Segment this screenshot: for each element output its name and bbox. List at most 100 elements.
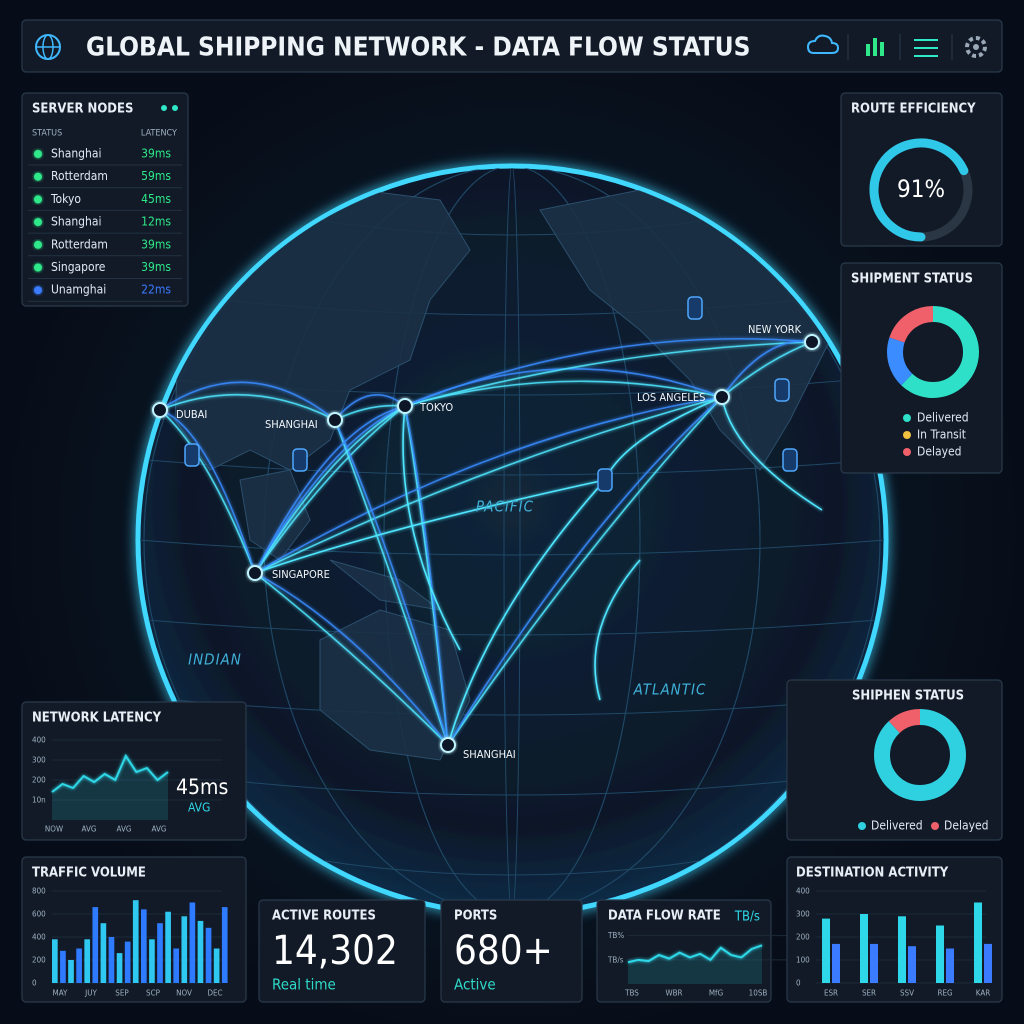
- column-header: STATUS: [32, 129, 62, 139]
- panels: SERVER NODES STATUS LATENCY Shanghai 39ms Rot…: [21, 92, 1003, 1003]
- chart-icon[interactable]: [866, 44, 870, 56]
- line-area: [628, 945, 762, 984]
- cloud-icon[interactable]: [806, 34, 840, 54]
- x-tick-label: SSV: [900, 989, 914, 998]
- panel-title: ACTIVE ROUTES: [272, 909, 376, 924]
- gear-icon[interactable]: [965, 36, 987, 58]
- bar: [832, 943, 840, 983]
- status-dot: [34, 218, 42, 227]
- y-tick-label: 400: [32, 933, 46, 942]
- legend-label: Delayed: [917, 445, 961, 459]
- parallel: [225, 779, 799, 796]
- node-latency: 39ms: [141, 237, 171, 251]
- city-label: SINGAPORE: [272, 568, 330, 581]
- server-node-icon: [292, 448, 308, 472]
- city-label: DUBAI: [176, 408, 207, 421]
- route-line: [254, 405, 406, 574]
- city-label: TOKYO: [419, 401, 453, 414]
- x-tick-label: NOV: [176, 989, 192, 998]
- route-line: [447, 479, 606, 746]
- node-name: Rotterdam: [51, 237, 108, 251]
- x-tick-label: MAY: [53, 989, 69, 998]
- city-label: SHANGHAI: [265, 418, 318, 431]
- route-line: [447, 396, 723, 746]
- x-tick-label: JUY: [84, 989, 97, 998]
- legend-label: Delivered: [871, 819, 923, 833]
- city-node: [804, 334, 820, 350]
- city-node: [714, 389, 730, 405]
- bar: [181, 916, 188, 983]
- route-line: [402, 405, 461, 651]
- node-latency: 39ms: [141, 260, 171, 274]
- status-dot: [34, 195, 42, 204]
- city-node: [152, 402, 168, 418]
- gauge-value: [869, 138, 969, 242]
- donut-segment: [874, 709, 966, 801]
- y-tick-label: 600: [32, 910, 46, 919]
- gauge-label: 91%: [897, 175, 945, 203]
- stat-caption: Active: [454, 976, 496, 994]
- route-line: [334, 419, 449, 746]
- bar: [132, 900, 139, 983]
- parallel: [146, 459, 878, 476]
- x-tick-label: 10SB: [749, 989, 768, 998]
- gear-icon-center[interactable]: [973, 44, 979, 50]
- legend-label: Delivered: [917, 411, 969, 425]
- donut-segment: [887, 306, 979, 398]
- node-latency: 45ms: [141, 192, 171, 206]
- node-latency: 39ms: [141, 147, 171, 161]
- node-latency: 22ms: [141, 283, 171, 297]
- globe: DUBAI SHANGHAI TOKYO LOS ANGELES NEW YORK SIN…: [135, 163, 889, 917]
- route-line: [404, 380, 723, 407]
- bar: [189, 902, 196, 983]
- node-name: Singapore: [51, 260, 106, 274]
- y-tick-label: 200: [796, 933, 810, 942]
- city-label: NEW YORK: [748, 323, 802, 336]
- chart-icon[interactable]: [880, 42, 884, 56]
- node-name: Shanghai: [51, 147, 101, 161]
- continent: [239, 469, 311, 561]
- bar: [173, 948, 180, 983]
- route-line: [254, 405, 406, 574]
- city-node: [327, 412, 343, 428]
- y-tick-label: 0: [796, 979, 801, 988]
- header-icons[interactable]: [806, 34, 987, 60]
- bar: [108, 937, 115, 983]
- bar: [221, 907, 228, 983]
- ocean-label: ATLANTIC: [633, 681, 707, 699]
- server-node-icon: [782, 448, 798, 472]
- bar: [165, 911, 171, 983]
- status-dot: [34, 150, 42, 158]
- panel: [596, 899, 772, 1003]
- route-line: [254, 405, 406, 574]
- legend-dot: [858, 822, 866, 830]
- ocean-label: PACIFIC: [476, 498, 534, 516]
- bar: [141, 909, 147, 983]
- x-tick-label: MfG: [709, 989, 723, 998]
- header-bar: [21, 19, 1003, 73]
- route-line: [447, 396, 723, 746]
- routes: [159, 337, 823, 746]
- y-tick-label: 10n: [32, 796, 46, 805]
- panel: [21, 701, 247, 841]
- route-line: [404, 341, 813, 407]
- y-tick-label: 300: [796, 910, 810, 919]
- settings-sliders-icon[interactable]: [914, 39, 938, 57]
- parallel: [173, 699, 851, 716]
- route-line: [721, 340, 813, 398]
- chart-icon[interactable]: [873, 38, 877, 56]
- node-name: Unamghai: [51, 283, 106, 297]
- status-dot: [34, 286, 42, 295]
- line-series: [627, 944, 763, 964]
- panel: [440, 899, 583, 1003]
- bar: [870, 943, 878, 983]
- y-tick-label: 200: [32, 776, 46, 785]
- route-line: [159, 409, 256, 574]
- x-tick-label: AVG: [152, 825, 167, 834]
- legend-label: Delayed: [944, 819, 988, 833]
- route-line: [159, 409, 256, 574]
- legend-dot: [903, 414, 911, 422]
- parallel: [318, 859, 706, 876]
- legend-dot: [903, 448, 911, 456]
- route-line: [254, 396, 723, 574]
